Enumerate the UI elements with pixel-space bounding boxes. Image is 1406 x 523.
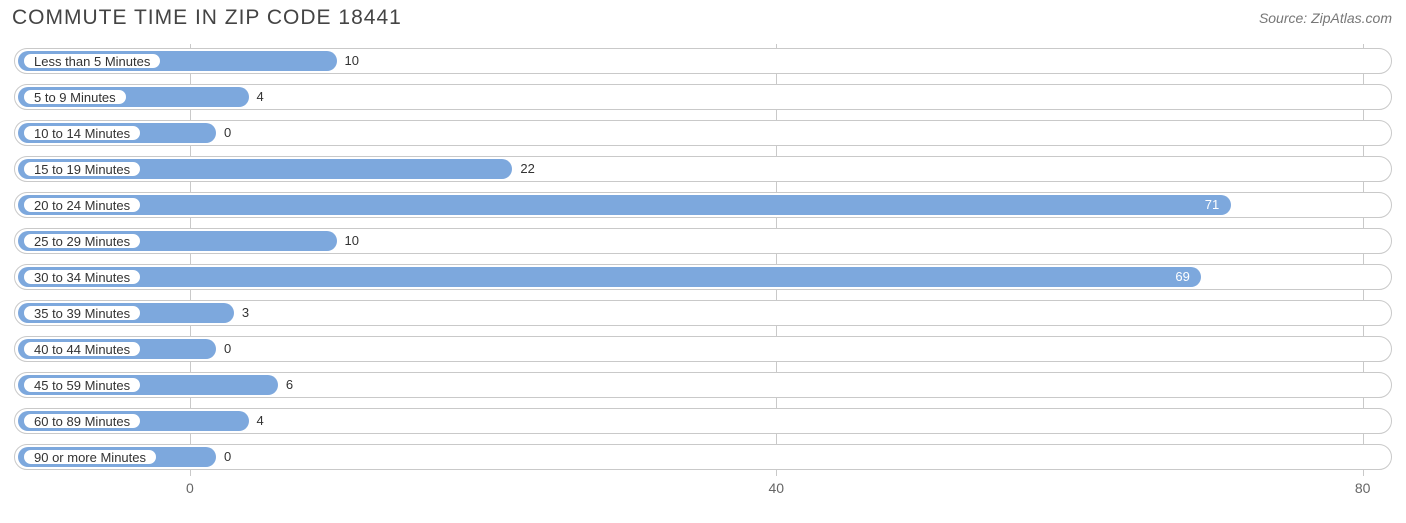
- bar: [18, 195, 1231, 215]
- category-label: 40 to 44 Minutes: [23, 341, 141, 357]
- bar-row: 5 to 9 Minutes 4: [14, 80, 1392, 116]
- bar-row: 90 or more Minutes 0: [14, 440, 1392, 476]
- bar-track: [14, 336, 1392, 362]
- value-label: 4: [257, 89, 264, 104]
- bar-row: 30 to 34 Minutes 69: [14, 260, 1392, 296]
- category-label: Less than 5 Minutes: [23, 53, 161, 69]
- plot-area: Less than 5 Minutes 10 5 to 9 Minutes 4 10 t…: [14, 44, 1392, 476]
- category-label: 25 to 29 Minutes: [23, 233, 141, 249]
- x-tick: 40: [769, 480, 785, 496]
- chart-container: COMMUTE TIME IN ZIP CODE 18441 Source: Z…: [0, 0, 1406, 523]
- value-label: 22: [520, 161, 534, 176]
- category-label: 45 to 59 Minutes: [23, 377, 141, 393]
- x-tick: 80: [1355, 480, 1371, 496]
- category-label: 5 to 9 Minutes: [23, 89, 127, 105]
- bar-track: [14, 120, 1392, 146]
- value-label: 4: [257, 413, 264, 428]
- chart-source: Source: ZipAtlas.com: [1259, 10, 1392, 26]
- value-label: 0: [224, 125, 231, 140]
- bar-row: 25 to 29 Minutes 10: [14, 224, 1392, 260]
- x-tick: 0: [186, 480, 194, 496]
- value-label: 10: [345, 53, 359, 68]
- x-axis: 0 40 80: [14, 480, 1392, 510]
- value-label: 6: [286, 377, 293, 392]
- value-label: 0: [224, 449, 231, 464]
- bar-row: 40 to 44 Minutes 0: [14, 332, 1392, 368]
- chart-title: COMMUTE TIME IN ZIP CODE 18441: [12, 6, 402, 30]
- category-label: 90 or more Minutes: [23, 449, 157, 465]
- category-label: 60 to 89 Minutes: [23, 413, 141, 429]
- value-label: 10: [345, 233, 359, 248]
- category-label: 15 to 19 Minutes: [23, 161, 141, 177]
- bar-row: 15 to 19 Minutes 22: [14, 152, 1392, 188]
- bar-row: 60 to 89 Minutes 4: [14, 404, 1392, 440]
- bar-row: 35 to 39 Minutes 3: [14, 296, 1392, 332]
- value-label: 71: [1205, 197, 1219, 212]
- value-label: 0: [224, 341, 231, 356]
- category-label: 10 to 14 Minutes: [23, 125, 141, 141]
- bar-row: Less than 5 Minutes 10: [14, 44, 1392, 80]
- value-label: 69: [1175, 269, 1189, 284]
- category-label: 20 to 24 Minutes: [23, 197, 141, 213]
- bar-row: 45 to 59 Minutes 6: [14, 368, 1392, 404]
- category-label: 35 to 39 Minutes: [23, 305, 141, 321]
- bar: [18, 267, 1201, 287]
- bar-row: 10 to 14 Minutes 0: [14, 116, 1392, 152]
- bar-track: [14, 444, 1392, 470]
- bar-row: 20 to 24 Minutes 71: [14, 188, 1392, 224]
- category-label: 30 to 34 Minutes: [23, 269, 141, 285]
- value-label: 3: [242, 305, 249, 320]
